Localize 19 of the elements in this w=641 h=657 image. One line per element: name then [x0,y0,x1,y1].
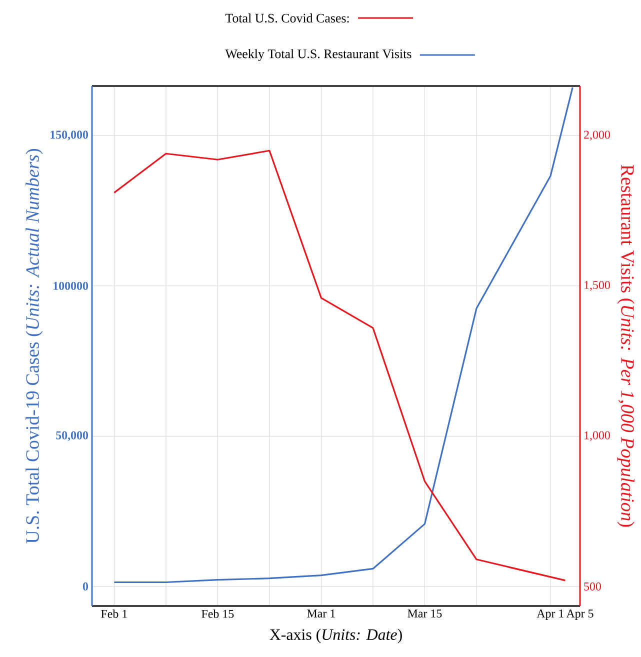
y2-tick-label: 1,500 [584,280,610,291]
legend-label: Total U.S. Covid Cases: [225,13,349,23]
y-axis-title: U.S. Total Covid-19 Cases (Units: Actual Numbers) [26,149,43,544]
x-tick-label: Mar 1 [307,610,335,618]
y2-tick-label: 1,000 [584,431,610,442]
y-tick-label: 50,000 [56,431,88,442]
x-axis-title: X-axis (Units: Date) [270,628,402,644]
x-tick-label: Apr 5 [566,610,594,620]
y-tick-label: 150,000 [50,130,88,140]
x-tick-label: Feb 1 [101,610,127,618]
y2-tick-label: 500 [584,582,601,590]
x-tick-label: Mar 15 [408,610,442,618]
x-tick-label: Feb 15 [202,610,234,618]
y-tick-label: 100000 [54,282,88,290]
y2-axis-title: Restaurant Visits (Units: Per 1,000 Population) [617,164,634,527]
legend-label: Weekly Total U.S. Restaurant Visits [225,49,412,61]
y-tick-label: 0 [82,582,88,590]
x-tick-label: Apr 1 [536,610,564,620]
y2-tick-label: 2,000 [584,130,610,140]
